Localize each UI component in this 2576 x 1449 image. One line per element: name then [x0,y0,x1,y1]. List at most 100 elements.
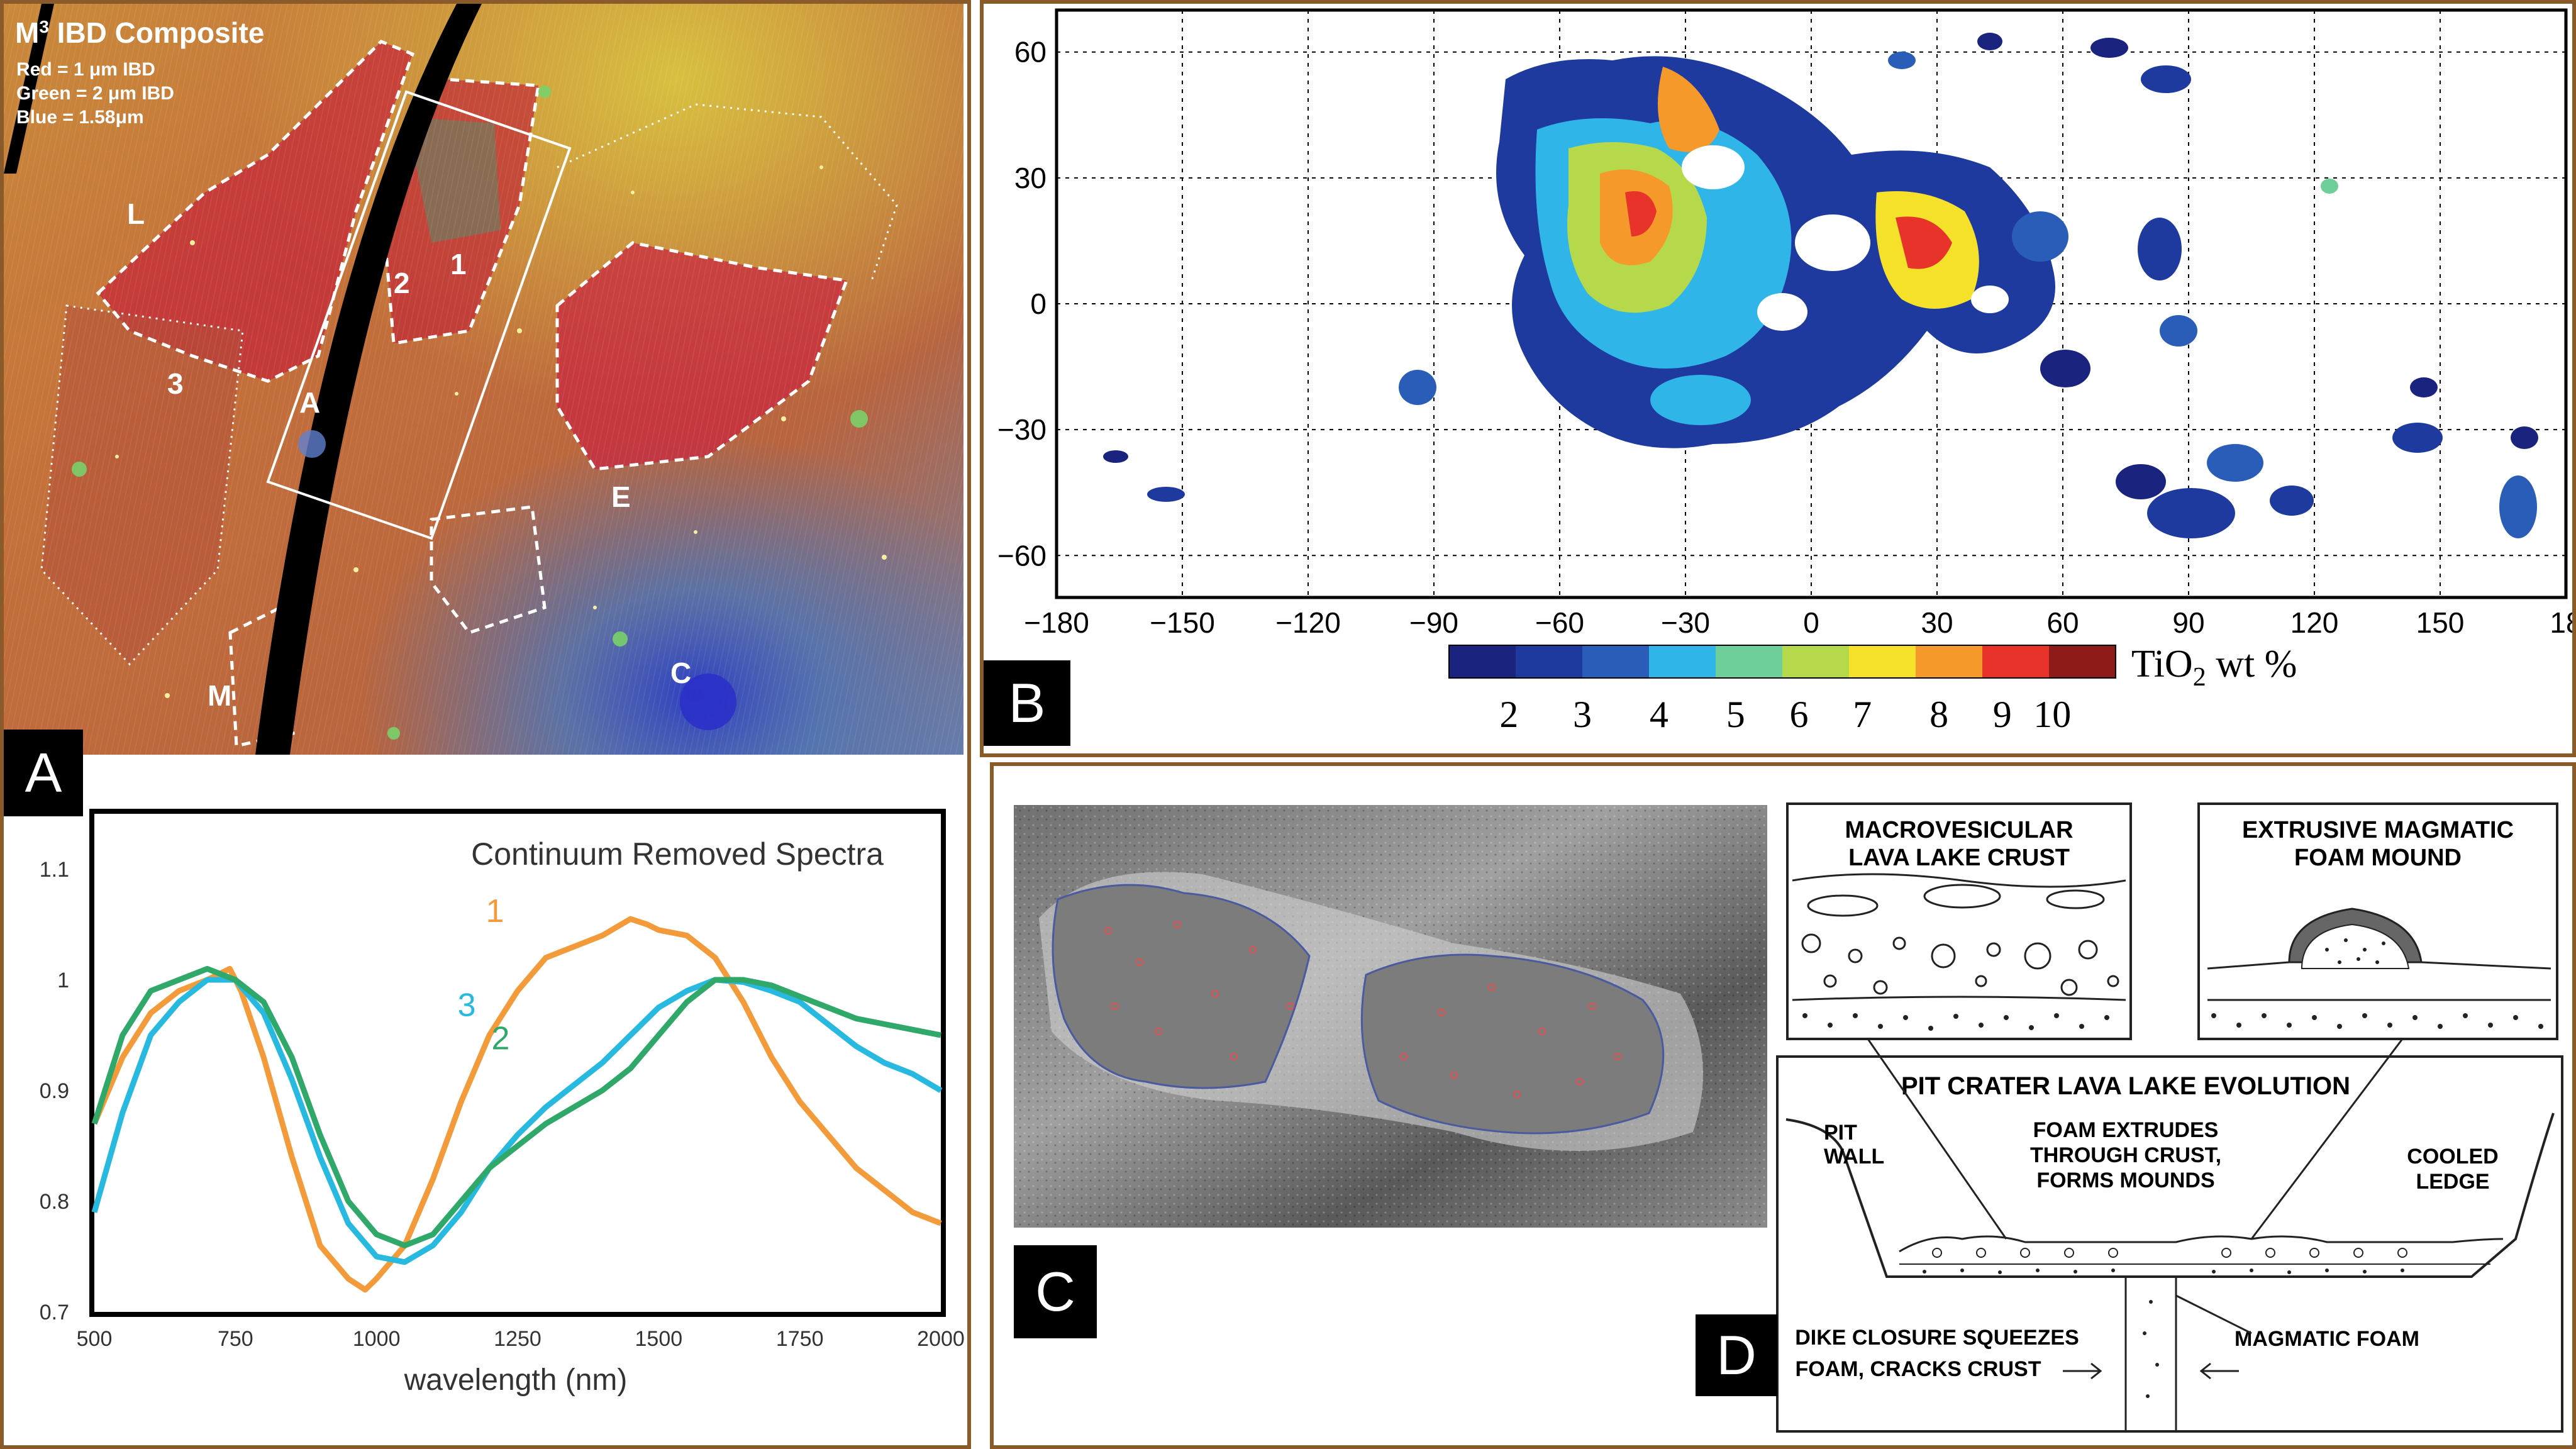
spectra-x-tick: 1500 [635,1327,683,1351]
foam-extrudes-2: THROUGH CRUST, [2030,1143,2221,1167]
spectra-series-label-2: 2 [491,1020,509,1057]
spectra-x-tick: 2000 [917,1327,965,1351]
panel-a-map: M3 IBD Composite Red = 1 μm IBD Green = … [4,4,963,755]
pit-crater-image [1014,805,1767,1228]
macrovesicular-title-2: LAVA LAKE CRUST [1848,845,2070,871]
tio2-x-tick: −150 [1150,606,1215,639]
map-label-m: M [208,679,231,712]
colorbar-swatch [2049,645,2116,678]
map-label-c: C [670,657,691,689]
colorbar-tick: 3 [1573,694,1592,735]
panel-a-label: A [4,730,83,816]
colorbar-tick: 4 [1650,694,1668,735]
dike-closure-2: FOAM, CRACKS CRUST [1796,1357,2041,1381]
tio2-x-tick: −180 [1024,606,1089,639]
tio2-y-tick: −30 [997,413,1046,446]
spectra-series-label-3: 3 [458,987,476,1024]
colorbar-border [1448,645,2116,679]
panel-a-frame [0,0,971,1449]
pit-floor-east [1360,953,1665,1135]
arrow-right-icon [2063,1362,2102,1380]
mare-tio2-blobs [1103,33,2538,538]
panel-a-title: M3 IBD Composite [15,16,264,49]
cooled-ledge-1: COOLED [2407,1145,2498,1169]
spectra-y-tick: 0.8 [40,1190,69,1214]
tio2-y-tick: 60 [1014,36,1046,69]
lava-lake-diagram: MACROVESICULAR LAVA LAKE CRUST EXTRUSIVE… [1776,802,2563,1433]
tio2-x-tick: 0 [1803,606,1819,639]
foam-extrudes-1: FOAM EXTRUDES [2033,1118,2219,1142]
colorbar-tick: 5 [1726,694,1745,735]
colorbar-swatch [1716,645,1783,678]
magmatic-foam-label: MAGMATIC FOAM [2235,1327,2419,1351]
foam-extrudes-3: FORMS MOUNDS [2036,1169,2214,1192]
map-label-3: 3 [167,367,184,400]
spectra-y-tick: 1 [57,969,69,992]
tio2-x-tick: 150 [2416,606,2465,639]
colorbar-swatch [1449,645,1516,678]
panel-cd-frame [990,762,2576,1449]
macrovesicular-box [1786,802,2132,1040]
tio2-map: −180−150−120−90−60−300306090120150186030… [997,8,2572,735]
tio2-x-tick: 60 [2046,606,2079,639]
foam-mound-title-1: EXTRUSIVE MAGMATIC [2242,817,2514,843]
spectra-y-tick: 0.7 [40,1301,69,1324]
colorbar-swatch [1649,645,1716,678]
colorbar-swatch [1916,645,1983,678]
spectra-plot-area [89,809,946,1317]
spectra-series-2 [91,965,941,1248]
spectra-x-tick: 1250 [494,1327,541,1351]
colorbar-label: TiO2 wt % [2131,643,2297,692]
pit-wall-label-2: WALL [1824,1145,1884,1169]
legend-green: Green = 2 μm IBD [16,83,174,104]
spectra-x-tick: 750 [218,1327,253,1351]
colorbar-tick: 7 [1853,694,1872,735]
tio2-x-tick: −30 [1661,606,1710,639]
foam-mound-title-2: FOAM MOUND [2294,845,2462,871]
panel-c-label: C [1014,1245,1097,1338]
map-label-e: E [611,480,631,513]
spectra-y-tick: 0.9 [40,1079,69,1103]
spectra-xlabel: wavelength (nm) [404,1363,628,1397]
legend-blue: Blue = 1.58μm [16,107,144,128]
colorbar-swatch [1516,645,1583,678]
spectra-series-label-1: 1 [486,893,504,930]
colorbar-swatch [1849,645,1916,678]
evolution-title: PIT CRATER LAVA LAKE EVOLUTION [1901,1072,2350,1100]
tio2-y-tick: 30 [1014,162,1046,194]
pit-floor-west [1052,884,1311,1089]
pit-wall-label-1: PIT [1824,1121,1857,1145]
spectra-title: Continuum Removed Spectra [471,836,884,872]
map-label-l: L [127,197,145,230]
legend-red: Red = 1 μm IBD [16,59,155,80]
tio2-y-tick: 0 [1030,287,1046,320]
colorbar-swatch [1982,645,2050,678]
tio2-x-tick: −60 [1535,606,1584,639]
tio2-y-tick: −60 [997,539,1046,572]
tio2-x-tick: 120 [2290,606,2339,639]
dike-closure-1: DIKE CLOSURE SQUEEZES [1795,1326,2079,1350]
cooled-ledge-2: LEDGE [2416,1170,2489,1194]
spectra-x-tick: 1750 [776,1327,824,1351]
tio2-x-tick: 18 [2550,606,2572,639]
panel-b-label: B [984,660,1070,746]
tio2-x-tick: −120 [1275,606,1341,639]
colorbar-tick: 6 [1790,694,1809,735]
arrow-left-icon [2199,1362,2239,1380]
tio2-x-tick: 30 [1921,606,1953,639]
evolution-box [1776,1055,2563,1433]
colorbar-tick: 8 [1929,694,1948,735]
map-label-a: A [299,386,320,419]
panel-b-frame [980,0,2576,757]
spectra-y-tick: 1.1 [40,858,69,882]
macrovesicular-title-1: MACROVESICULAR [1845,817,2073,843]
spectra-x-tick: 1000 [353,1327,401,1351]
tio2-x-tick: −90 [1409,606,1458,639]
colorbar-swatch [1782,645,1850,678]
spectra-x-tick: 500 [77,1327,113,1351]
panel-d-label: D [1696,1314,1777,1396]
colorbar-tick: 10 [2033,694,2071,735]
map-label-1: 1 [450,248,467,280]
map-label-2: 2 [394,267,410,299]
spectra-chart: 500 750 1000 1250 1500 1750 20000.70.80.911.1 … [40,809,965,1397]
